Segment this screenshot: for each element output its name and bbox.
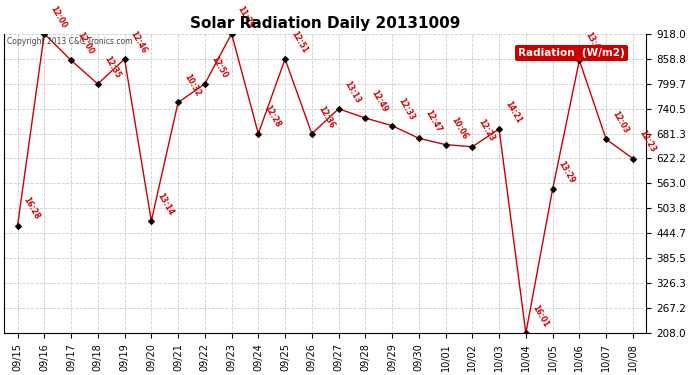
Text: 12:35: 12:35 bbox=[102, 54, 121, 80]
Text: 14:21: 14:21 bbox=[503, 99, 523, 125]
Text: 12:33: 12:33 bbox=[396, 96, 416, 122]
Text: 12:23: 12:23 bbox=[637, 129, 657, 154]
Point bbox=[333, 106, 344, 112]
Point bbox=[279, 56, 290, 62]
Title: Solar Radiation Daily 20131009: Solar Radiation Daily 20131009 bbox=[190, 16, 460, 31]
Text: 12:36: 12:36 bbox=[316, 104, 336, 129]
Text: 12:28: 12:28 bbox=[262, 104, 282, 129]
Text: 10:32: 10:32 bbox=[182, 73, 202, 98]
Text: 12:51: 12:51 bbox=[289, 30, 309, 55]
Text: 16:28: 16:28 bbox=[21, 196, 41, 221]
Point bbox=[600, 136, 611, 142]
Text: 13:29: 13:29 bbox=[557, 160, 577, 185]
Text: 12:46: 12:46 bbox=[129, 30, 148, 55]
Point bbox=[413, 135, 424, 141]
Point bbox=[467, 144, 478, 150]
Point bbox=[574, 57, 585, 63]
Text: 12:49: 12:49 bbox=[370, 88, 389, 114]
Point bbox=[386, 123, 397, 129]
Text: 12:50: 12:50 bbox=[209, 54, 229, 80]
Point bbox=[66, 57, 77, 63]
Point bbox=[199, 81, 210, 87]
Point bbox=[172, 99, 184, 105]
Text: 13:46: 13:46 bbox=[584, 31, 603, 56]
Text: 13:14: 13:14 bbox=[155, 191, 175, 217]
Point bbox=[253, 130, 264, 136]
Text: 12:03: 12:03 bbox=[610, 110, 630, 135]
Point bbox=[547, 186, 558, 192]
Text: 16:01: 16:01 bbox=[530, 303, 550, 329]
Point bbox=[119, 56, 130, 62]
Text: 13:13: 13:13 bbox=[343, 79, 363, 105]
Point bbox=[359, 115, 371, 121]
Text: Copyright 2013 C&C Tronics.com: Copyright 2013 C&C Tronics.com bbox=[8, 37, 133, 46]
Point bbox=[226, 31, 237, 37]
Point bbox=[92, 81, 104, 87]
Text: 12:47: 12:47 bbox=[423, 109, 443, 134]
Point bbox=[520, 330, 531, 336]
Point bbox=[12, 223, 23, 229]
Point bbox=[627, 156, 638, 162]
Legend: Radiation  (W/m2): Radiation (W/m2) bbox=[515, 45, 628, 61]
Point bbox=[39, 31, 50, 37]
Point bbox=[493, 126, 504, 132]
Text: 12:00: 12:00 bbox=[75, 31, 95, 56]
Text: 10:06: 10:06 bbox=[450, 115, 470, 141]
Text: 11:29: 11:29 bbox=[236, 4, 255, 30]
Point bbox=[306, 130, 317, 136]
Point bbox=[146, 218, 157, 224]
Text: 12:23: 12:23 bbox=[477, 117, 496, 142]
Text: 12:00: 12:00 bbox=[48, 4, 68, 30]
Point bbox=[440, 142, 451, 148]
